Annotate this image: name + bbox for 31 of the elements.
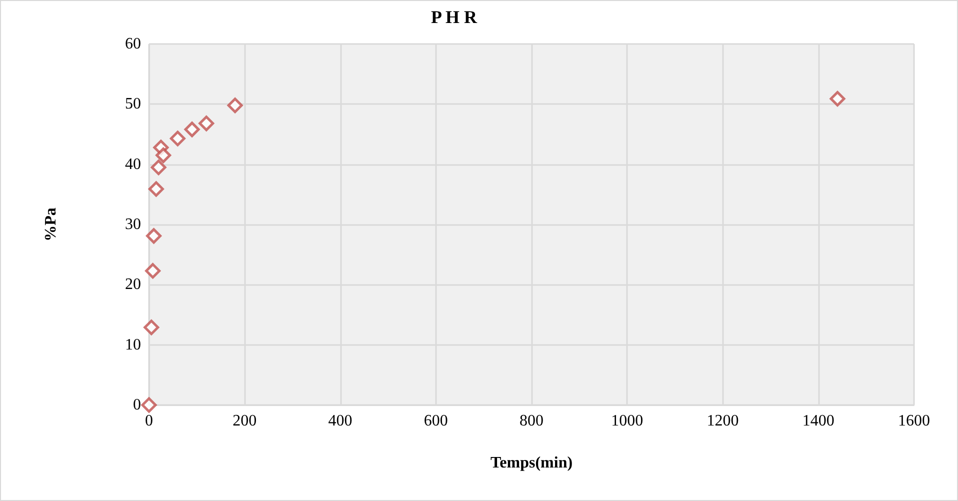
y-tick-label: 20 bbox=[125, 276, 141, 294]
point bbox=[227, 98, 243, 114]
point bbox=[144, 320, 160, 336]
point bbox=[184, 122, 200, 138]
chart-title: P H R bbox=[431, 7, 478, 27]
point bbox=[170, 130, 186, 146]
x-tick-label: 1200 bbox=[706, 412, 739, 430]
x-axis-title: Temps(min) bbox=[490, 454, 573, 472]
point bbox=[145, 263, 161, 279]
x-tick-label: 200 bbox=[232, 412, 257, 430]
x-tick-label: 1000 bbox=[611, 412, 644, 430]
x-tick-label: 0 bbox=[145, 412, 153, 430]
x-tick-label: 800 bbox=[520, 412, 544, 430]
x-tick-label: 1400 bbox=[802, 412, 834, 430]
x-tick-label: 1600 bbox=[898, 412, 930, 430]
point bbox=[150, 160, 166, 176]
x-tick-label: 400 bbox=[328, 412, 352, 430]
y-tick-label: 10 bbox=[125, 336, 141, 354]
point bbox=[198, 116, 214, 132]
y-tick-label: 40 bbox=[125, 156, 141, 173]
point bbox=[141, 397, 157, 413]
y-tick-label: 50 bbox=[125, 96, 141, 113]
y-tick-label: 0 bbox=[133, 396, 141, 414]
y-tick-label: 30 bbox=[125, 216, 141, 233]
x-tick-label: 600 bbox=[424, 412, 448, 430]
y-tick-label: 60 bbox=[125, 36, 141, 52]
point bbox=[146, 228, 162, 244]
point bbox=[156, 148, 172, 164]
point bbox=[830, 91, 846, 106]
y-axis-title: %Pa bbox=[42, 208, 60, 242]
point bbox=[148, 181, 164, 197]
